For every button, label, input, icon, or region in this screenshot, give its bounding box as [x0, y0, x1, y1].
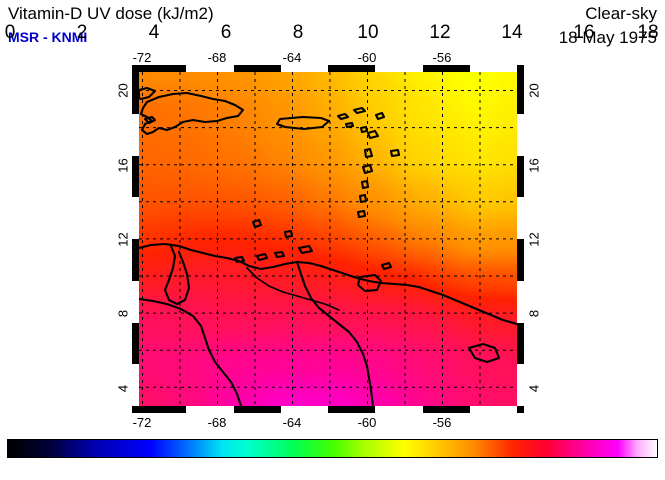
- coast-gonave: [143, 115, 157, 125]
- frame-segment-top: [186, 65, 234, 72]
- xtick-bottom-0: -72: [132, 415, 152, 430]
- colorbar-tick-10: 10: [357, 22, 379, 43]
- frame-segment-right: [517, 280, 524, 323]
- ytick-left-12: 12: [115, 232, 131, 247]
- graticule-grid: [139, 72, 517, 406]
- coast-grenada: [356, 209, 367, 219]
- xtick-top-3: -60: [357, 50, 377, 65]
- page-title: Vitamin-D UV dose (kJ/m2): [8, 4, 214, 23]
- frame-segment-right: [517, 113, 524, 156]
- frame-segment-right: [517, 197, 524, 239]
- xtick-top-0: -72: [132, 50, 152, 65]
- colorbar-tick-14: 14: [501, 22, 523, 43]
- ytick-right-12: 12: [526, 232, 542, 247]
- river-orinoco: [246, 267, 340, 311]
- ytick-right-20: 20: [526, 83, 542, 98]
- coast-stmartin: [344, 121, 355, 129]
- frame-segment-top: [280, 65, 328, 72]
- inland-detail-1: [251, 218, 263, 229]
- colorbar-tick-8: 8: [292, 22, 304, 43]
- coast-barbados: [389, 148, 401, 158]
- ytick-left-4: 4: [115, 384, 131, 393]
- coast-stvincent: [358, 193, 368, 204]
- coast-virgin-islands: [336, 112, 350, 121]
- colorbar-tick-2: 2: [76, 22, 88, 43]
- ytick-right-8: 8: [526, 309, 542, 318]
- sky-condition-label: Clear-sky: [585, 4, 657, 23]
- coast-cuba: [139, 86, 157, 101]
- frame-segment-left: [132, 113, 139, 156]
- colorbar-tick-18: 18: [637, 22, 659, 43]
- colorbar-tick-0: 0: [4, 22, 16, 43]
- coast-anguilla: [352, 106, 367, 115]
- coast-margarita: [297, 244, 314, 255]
- coast-tobago: [380, 261, 393, 271]
- xtick-bottom-2: -64: [282, 415, 302, 430]
- ytick-left-16: 16: [115, 158, 131, 173]
- border-colombia-venezuela: [139, 297, 243, 406]
- coast-lake-maracaibo: [163, 244, 191, 306]
- xtick-top-4: -56: [432, 50, 452, 65]
- coastline-overlay: [139, 86, 517, 406]
- frame-segment-bottom: [186, 406, 234, 413]
- map-plot: [132, 65, 524, 413]
- colorbar-tick-12: 12: [429, 22, 451, 43]
- frame-segment-bottom: [280, 406, 328, 413]
- xtick-top-2: -64: [282, 50, 302, 65]
- colorbar-gradient: [7, 439, 658, 458]
- frame-segment-left: [132, 197, 139, 239]
- frame-segment-left: [132, 364, 139, 406]
- xtick-bottom-4: -56: [432, 415, 452, 430]
- colorbar-tick-16: 16: [573, 22, 595, 43]
- xtick-bottom-3: -60: [357, 415, 377, 430]
- coast-curacao: [255, 252, 269, 262]
- ytick-left-20: 20: [115, 83, 131, 98]
- xtick-bottom-1: -68: [207, 415, 227, 430]
- coast-puerto-rico: [275, 115, 331, 131]
- colorbar-tick-4: 4: [148, 22, 160, 43]
- data-source-label: MSR - KNMI: [8, 29, 88, 45]
- coast-trinidad: [356, 273, 383, 293]
- frame-segment-top: [375, 65, 423, 72]
- date-label: 18 May 1975: [558, 28, 657, 47]
- coast-south-america-north: [139, 242, 517, 326]
- coast-eastern-detail: [467, 342, 501, 364]
- coast-antigua: [374, 111, 386, 121]
- coast-guadeloupe: [366, 129, 380, 140]
- frame-segment-bottom: [469, 406, 517, 413]
- frame-segment-bottom: [375, 406, 423, 413]
- map-canvas-area: [139, 72, 517, 406]
- colorbar-tick-6: 6: [220, 22, 232, 43]
- coast-dominica: [363, 147, 374, 159]
- coast-bonaire: [273, 250, 286, 259]
- frame-segment-right: [517, 364, 524, 406]
- border-venezuela-guyana: [295, 260, 375, 406]
- ytick-right-4: 4: [526, 384, 542, 393]
- xtick-top-1: -68: [207, 50, 227, 65]
- colorbar: [7, 439, 658, 458]
- frame-segment-top: [469, 65, 517, 72]
- ytick-right-16: 16: [526, 158, 542, 173]
- frame-segment-left: [132, 280, 139, 323]
- ytick-left-8: 8: [115, 309, 131, 318]
